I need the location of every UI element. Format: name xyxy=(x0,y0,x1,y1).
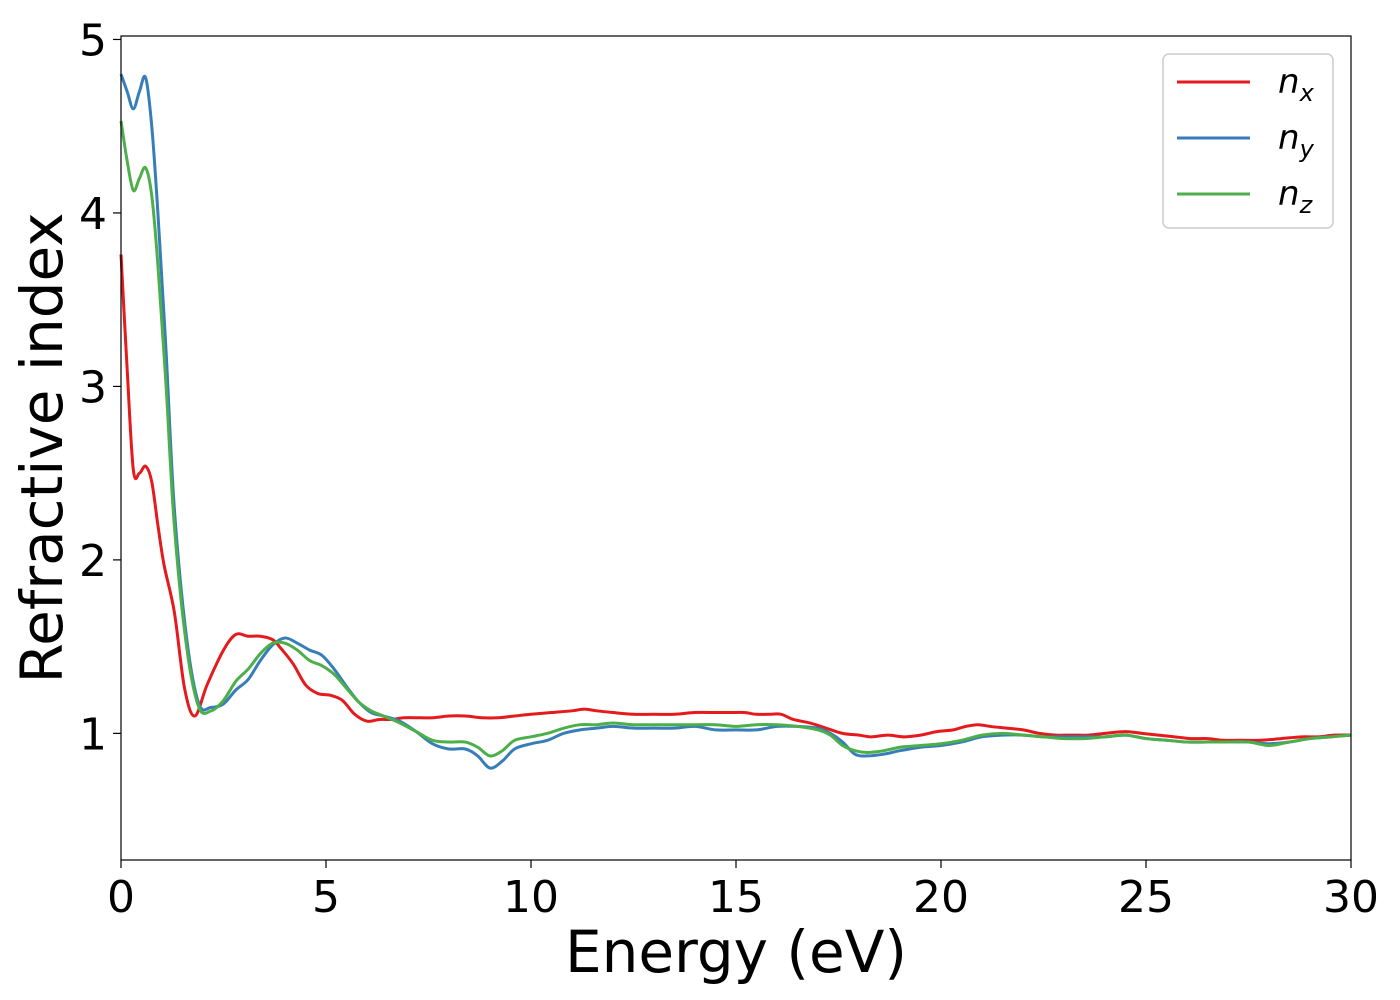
legend: nx ny nz xyxy=(1162,53,1334,229)
y-tick-label: 4 xyxy=(79,189,107,240)
y-tick-label: 2 xyxy=(79,536,107,587)
series-layer xyxy=(119,73,1352,770)
x-tick-label: 0 xyxy=(107,872,135,923)
y-axis-ticks: 1 2 3 4 5 xyxy=(79,15,121,760)
legend-label-n-y: ny xyxy=(1278,118,1315,163)
x-axis-ticks: 0 5 10 15 20 25 30 xyxy=(107,860,1379,923)
y-tick-label: 1 xyxy=(79,709,107,760)
x-tick-label: 5 xyxy=(312,872,340,923)
x-tick-label: 25 xyxy=(1118,872,1174,923)
y-tick-label: 5 xyxy=(79,15,107,66)
x-tick-label: 15 xyxy=(708,872,764,923)
x-axis-label: Energy (eV) xyxy=(565,918,907,986)
series-line-n-x xyxy=(119,254,1352,742)
x-tick-label: 30 xyxy=(1323,872,1379,923)
x-tick-label: 20 xyxy=(913,872,969,923)
legend-box xyxy=(1162,53,1334,229)
series-line-n-z xyxy=(119,120,1352,758)
x-tick-label: 10 xyxy=(503,872,559,923)
legend-label-n-x: nx xyxy=(1278,62,1315,107)
y-axis-label: Refractive index xyxy=(8,212,76,683)
legend-label-n-z: nz xyxy=(1278,174,1314,219)
y-tick-label: 3 xyxy=(79,362,107,413)
